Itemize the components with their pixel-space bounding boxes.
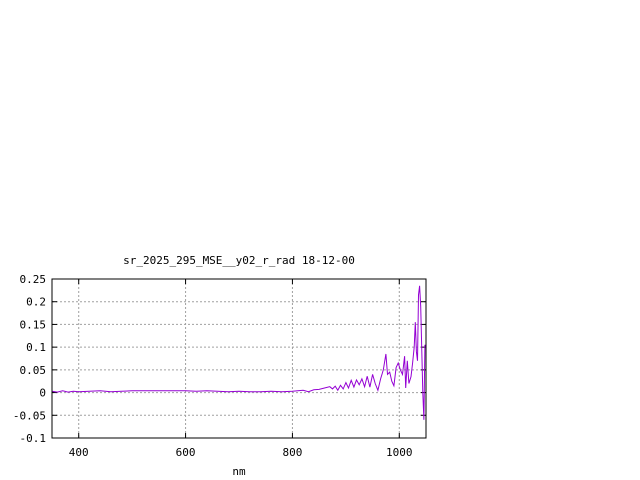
series-line [51, 285, 427, 420]
y-tick-label: 0.25 [20, 273, 47, 286]
y-tick-label: 0.05 [20, 364, 47, 377]
x-tick-label: 400 [69, 446, 89, 459]
x-axis-label: nm [232, 465, 246, 478]
y-tick-label: 0.2 [26, 296, 46, 309]
y-tick-label: 0.15 [20, 318, 47, 331]
chart-title: sr_2025_295_MSE__y02_r_rad 18-12-00 [123, 254, 355, 267]
x-tick-label: 1000 [386, 446, 413, 459]
ticks: 400 600 800 1000 -0.1 -0.05 0 0.05 0.1 0.15 0.2 0.2… [13, 273, 426, 459]
y-tick-label: 0.1 [26, 341, 46, 354]
y-tick-label: 0 [39, 387, 46, 400]
y-tick-label: -0.1 [20, 432, 47, 445]
y-tick-label: -0.05 [13, 409, 46, 422]
series [51, 285, 427, 420]
x-tick-label: 800 [282, 446, 302, 459]
grid [52, 279, 426, 438]
plot-frame [51, 278, 427, 439]
x-tick-label: 600 [176, 446, 196, 459]
